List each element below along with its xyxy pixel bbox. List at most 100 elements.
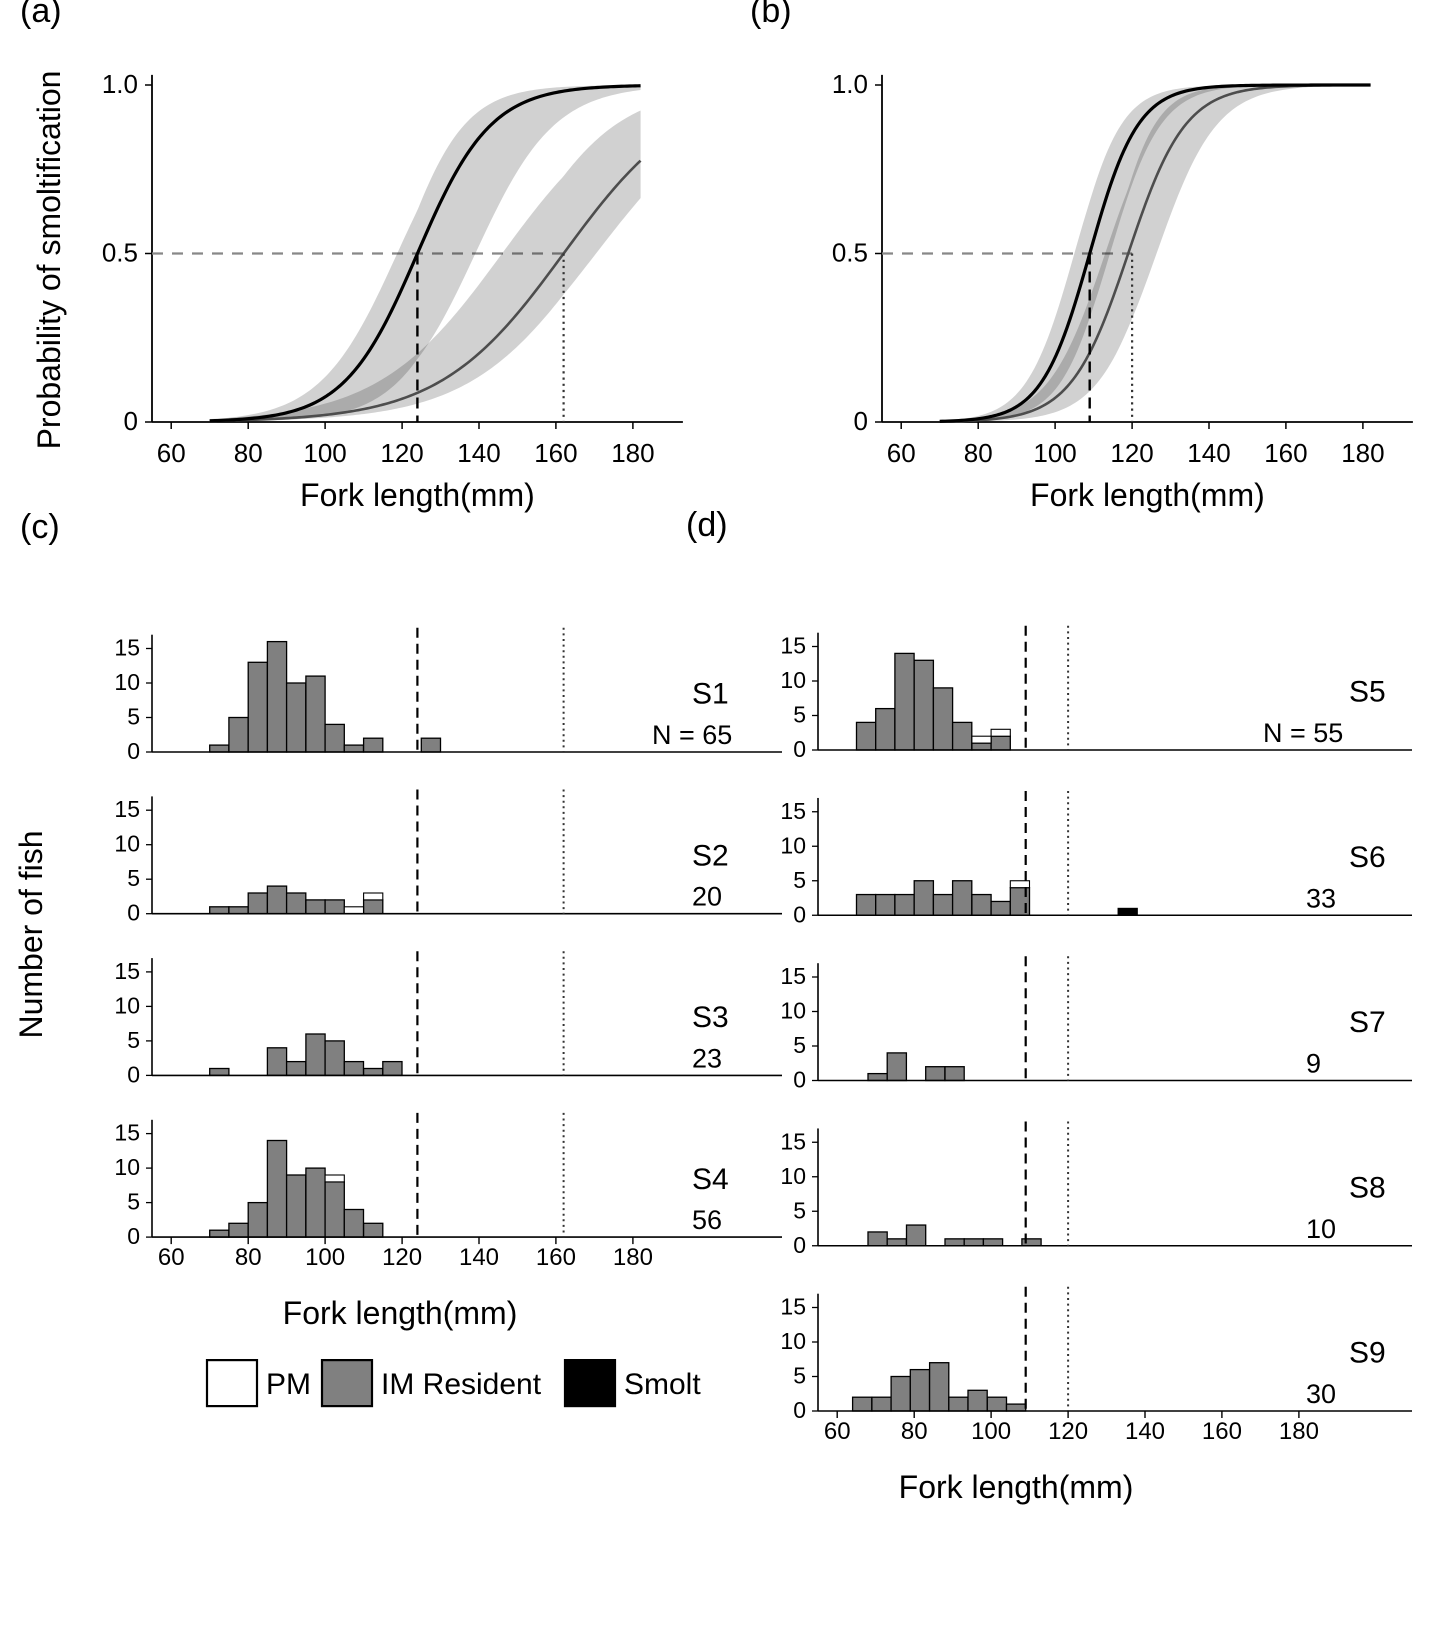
svg-text:180: 180 (611, 438, 654, 468)
svg-text:80: 80 (234, 438, 263, 468)
svg-text:15: 15 (114, 958, 140, 984)
svg-text:9: 9 (1306, 1049, 1321, 1079)
svg-text:20: 20 (692, 882, 722, 912)
svg-text:80: 80 (235, 1244, 262, 1271)
svg-text:30: 30 (1306, 1379, 1336, 1409)
svg-text:0.5: 0.5 (832, 238, 868, 268)
svg-text:5: 5 (793, 702, 806, 728)
svg-text:N = 65: N = 65 (652, 720, 732, 750)
svg-text:Fork length(mm): Fork length(mm) (1030, 477, 1265, 513)
svg-text:(b): (b) (750, 0, 792, 30)
svg-text:56: 56 (692, 1205, 722, 1235)
svg-text:100: 100 (305, 1244, 345, 1271)
svg-text:S5: S5 (1349, 676, 1386, 709)
svg-text:60: 60 (824, 1418, 851, 1445)
svg-text:80: 80 (964, 438, 993, 468)
svg-text:180: 180 (1279, 1418, 1319, 1445)
svg-text:Fork length(mm): Fork length(mm) (899, 1469, 1134, 1505)
svg-text:160: 160 (1202, 1418, 1242, 1445)
svg-text:15: 15 (780, 963, 806, 989)
svg-text:S1: S1 (692, 678, 729, 711)
svg-text:Fork length(mm): Fork length(mm) (283, 1295, 518, 1331)
svg-text:140: 140 (1187, 438, 1230, 468)
svg-text:10: 10 (1306, 1214, 1336, 1244)
svg-text:15: 15 (780, 633, 806, 659)
svg-text:120: 120 (1110, 438, 1153, 468)
svg-text:0: 0 (854, 406, 868, 436)
svg-text:0: 0 (127, 1061, 140, 1087)
svg-text:S8: S8 (1349, 1171, 1386, 1204)
svg-text:Probability of smoltification: Probability of smoltification (31, 71, 67, 450)
svg-text:5: 5 (793, 1032, 806, 1058)
svg-text:1.0: 1.0 (102, 69, 138, 99)
svg-text:5: 5 (127, 704, 140, 730)
svg-text:15: 15 (780, 1294, 806, 1320)
svg-text:S7: S7 (1349, 1006, 1386, 1039)
svg-text:160: 160 (536, 1244, 576, 1271)
svg-text:S4: S4 (692, 1163, 729, 1196)
svg-text:10: 10 (780, 832, 806, 858)
svg-text:140: 140 (457, 438, 500, 468)
svg-text:5: 5 (793, 867, 806, 893)
svg-text:S3: S3 (692, 1001, 729, 1034)
svg-text:0: 0 (793, 1067, 806, 1093)
svg-text:33: 33 (1306, 883, 1336, 913)
svg-text:80: 80 (901, 1418, 928, 1445)
svg-text:60: 60 (158, 1244, 185, 1271)
svg-text:0: 0 (793, 901, 806, 927)
svg-text:120: 120 (1048, 1418, 1088, 1445)
svg-text:IM Resident: IM Resident (381, 1368, 542, 1401)
svg-text:5: 5 (793, 1363, 806, 1389)
svg-text:5: 5 (127, 1027, 140, 1053)
svg-text:10: 10 (114, 992, 140, 1018)
svg-text:15: 15 (780, 1128, 806, 1154)
svg-text:0: 0 (793, 736, 806, 762)
svg-text:0: 0 (793, 1232, 806, 1258)
svg-text:60: 60 (887, 438, 916, 468)
svg-text:23: 23 (692, 1043, 722, 1073)
svg-text:(c): (c) (20, 508, 60, 546)
svg-text:180: 180 (1341, 438, 1384, 468)
svg-text:10: 10 (780, 1163, 806, 1189)
svg-text:0: 0 (127, 1223, 140, 1249)
svg-text:1.0: 1.0 (832, 69, 868, 99)
svg-text:180: 180 (613, 1244, 653, 1271)
svg-text:15: 15 (780, 798, 806, 824)
svg-text:(a): (a) (20, 0, 62, 30)
svg-text:100: 100 (303, 438, 346, 468)
svg-text:S6: S6 (1349, 841, 1386, 874)
svg-text:140: 140 (1125, 1418, 1165, 1445)
svg-text:5: 5 (127, 865, 140, 891)
svg-text:0: 0 (127, 900, 140, 926)
svg-text:Fork length(mm): Fork length(mm) (300, 477, 535, 513)
svg-text:S2: S2 (692, 839, 729, 872)
svg-text:Smolt: Smolt (624, 1368, 701, 1401)
svg-text:PM: PM (266, 1368, 311, 1401)
svg-text:120: 120 (380, 438, 423, 468)
svg-text:160: 160 (1264, 438, 1307, 468)
svg-text:10: 10 (114, 669, 140, 695)
svg-text:N = 55: N = 55 (1263, 718, 1343, 748)
svg-text:0: 0 (127, 738, 140, 764)
svg-text:0: 0 (124, 406, 138, 436)
svg-text:10: 10 (114, 831, 140, 857)
svg-text:15: 15 (114, 1120, 140, 1146)
svg-text:5: 5 (793, 1197, 806, 1223)
svg-text:5: 5 (127, 1189, 140, 1215)
svg-text:100: 100 (1033, 438, 1076, 468)
svg-text:0.5: 0.5 (102, 238, 138, 268)
svg-text:60: 60 (157, 438, 186, 468)
svg-text:120: 120 (382, 1244, 422, 1271)
svg-text:15: 15 (114, 635, 140, 661)
svg-text:(d): (d) (686, 506, 728, 544)
svg-text:Number of fish: Number of fish (13, 830, 49, 1038)
svg-text:140: 140 (459, 1244, 499, 1271)
svg-text:15: 15 (114, 796, 140, 822)
svg-text:10: 10 (780, 998, 806, 1024)
svg-text:100: 100 (971, 1418, 1011, 1445)
svg-text:0: 0 (793, 1397, 806, 1423)
svg-text:10: 10 (780, 1328, 806, 1354)
svg-text:S9: S9 (1349, 1337, 1386, 1370)
svg-text:10: 10 (780, 667, 806, 693)
svg-text:160: 160 (534, 438, 577, 468)
